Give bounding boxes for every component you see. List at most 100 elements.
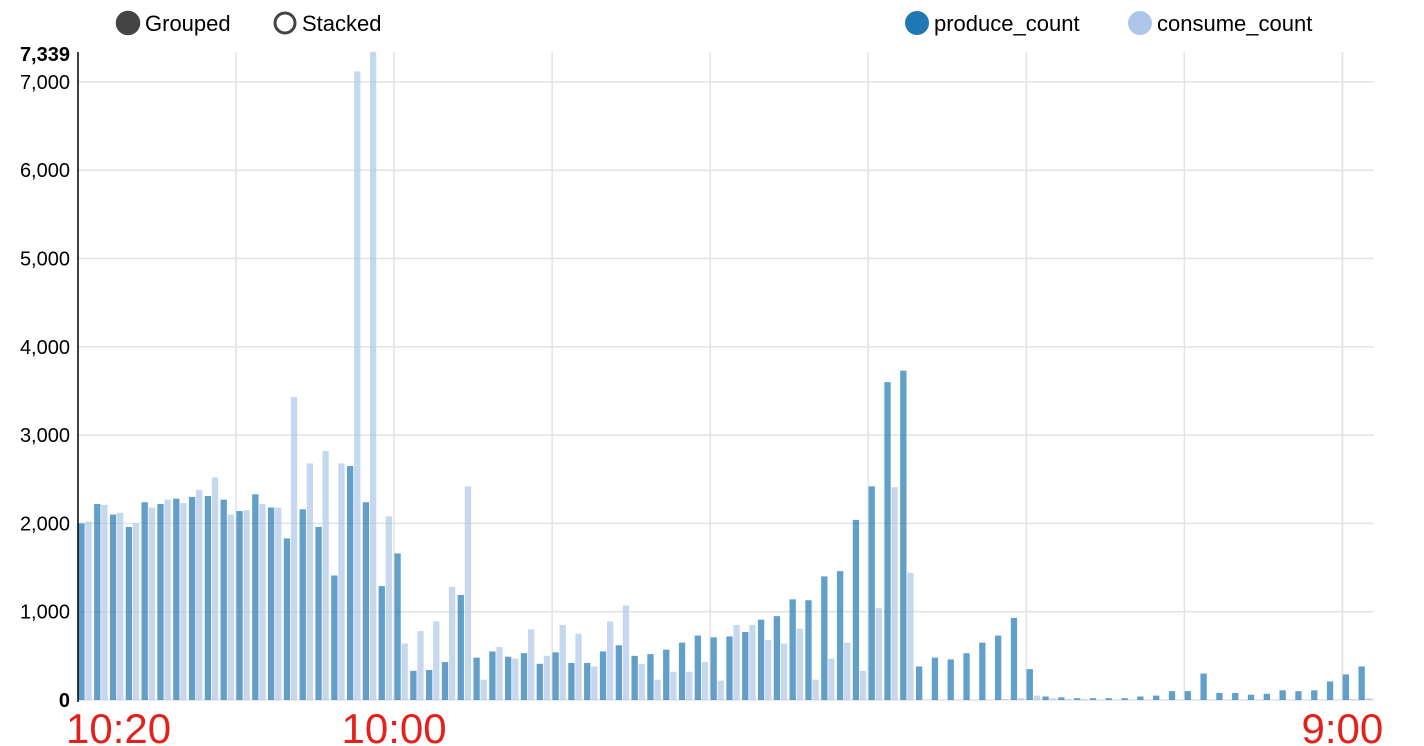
bar-produce[interactable] xyxy=(220,499,227,700)
bar-consume[interactable] xyxy=(164,499,171,700)
bar-consume[interactable] xyxy=(369,52,377,700)
bar-consume[interactable] xyxy=(670,671,677,700)
bar-consume[interactable] xyxy=(591,666,598,700)
bar-consume[interactable] xyxy=(417,631,424,700)
bar-produce[interactable] xyxy=(283,538,291,700)
bar-produce[interactable] xyxy=(631,655,638,700)
bar-consume[interactable] xyxy=(1049,698,1056,700)
bar-produce[interactable] xyxy=(757,619,765,700)
bar-consume[interactable] xyxy=(780,643,788,700)
bar-produce[interactable] xyxy=(78,523,85,700)
bar-produce[interactable] xyxy=(1089,698,1097,700)
bar-consume[interactable] xyxy=(907,572,914,700)
grouped-toggle[interactable]: Grouped xyxy=(115,10,231,36)
bar-produce[interactable] xyxy=(473,657,480,700)
bar-produce[interactable] xyxy=(141,502,148,700)
bar-consume[interactable] xyxy=(290,397,298,700)
bar-produce[interactable] xyxy=(299,509,306,700)
bar-consume[interactable] xyxy=(101,504,108,700)
bar-produce[interactable] xyxy=(1326,681,1334,700)
bar-consume[interactable] xyxy=(559,624,566,700)
bar-consume[interactable] xyxy=(448,586,456,700)
bar-consume[interactable] xyxy=(1033,695,1041,700)
bar-consume[interactable] xyxy=(117,512,124,700)
bar-produce[interactable] xyxy=(1137,696,1144,700)
bar-produce[interactable] xyxy=(995,635,1002,700)
bar-produce[interactable] xyxy=(204,496,212,700)
bar-consume[interactable] xyxy=(480,679,487,700)
bar-consume[interactable] xyxy=(275,507,282,700)
bar-produce[interactable] xyxy=(710,637,717,700)
bar-produce[interactable] xyxy=(915,666,923,700)
bar-produce[interactable] xyxy=(979,642,986,700)
bar-produce[interactable] xyxy=(1074,698,1081,700)
bar-consume[interactable] xyxy=(606,621,614,700)
bar-produce[interactable] xyxy=(157,503,164,700)
bar-produce[interactable] xyxy=(173,498,180,700)
bar-consume[interactable] xyxy=(338,463,345,700)
bar-consume[interactable] xyxy=(875,608,882,700)
bar-consume[interactable] xyxy=(622,605,630,700)
bar-consume[interactable] xyxy=(385,516,393,700)
bar-produce[interactable] xyxy=(552,652,559,700)
bar-produce[interactable] xyxy=(900,370,907,700)
bar-produce[interactable] xyxy=(868,486,875,700)
bar-produce[interactable] xyxy=(236,511,243,700)
bar-consume[interactable] xyxy=(796,628,803,700)
bar-consume[interactable] xyxy=(1017,698,1025,700)
bar-consume[interactable] xyxy=(654,679,661,700)
bar-consume[interactable] xyxy=(322,451,329,700)
bar-consume[interactable] xyxy=(733,624,740,700)
bar-consume[interactable] xyxy=(717,680,724,700)
bar-produce[interactable] xyxy=(457,594,464,700)
bar-consume[interactable] xyxy=(1065,699,1072,700)
bar-produce[interactable] xyxy=(568,662,575,700)
bar-produce[interactable] xyxy=(678,642,686,700)
bar-produce[interactable] xyxy=(252,494,259,700)
bar-produce[interactable] xyxy=(963,653,970,700)
bar-consume[interactable] xyxy=(1081,699,1088,700)
bar-consume[interactable] xyxy=(148,507,155,700)
bar-consume[interactable] xyxy=(527,629,535,700)
bar-produce[interactable] xyxy=(1010,617,1018,700)
bar-produce[interactable] xyxy=(852,519,860,700)
bar-consume[interactable] xyxy=(354,71,361,701)
bar-produce[interactable] xyxy=(347,466,354,700)
bar-produce[interactable] xyxy=(931,657,939,700)
bar-consume[interactable] xyxy=(512,658,519,701)
bar-produce[interactable] xyxy=(1247,694,1255,700)
bar-produce[interactable] xyxy=(1153,695,1160,700)
bar-consume[interactable] xyxy=(749,624,756,700)
bar-produce[interactable] xyxy=(109,514,117,700)
bar-produce[interactable] xyxy=(773,616,781,700)
bar-produce[interactable] xyxy=(426,669,433,700)
bar-consume[interactable] xyxy=(891,487,898,700)
bar-produce[interactable] xyxy=(441,662,449,700)
bar-consume[interactable] xyxy=(686,671,693,700)
bar-produce[interactable] xyxy=(315,526,322,700)
bar-produce[interactable] xyxy=(489,651,496,700)
bar-consume[interactable] xyxy=(259,503,266,700)
bar-consume[interactable] xyxy=(765,639,772,700)
bar-produce[interactable] xyxy=(836,571,844,700)
bar-produce[interactable] xyxy=(362,502,370,700)
bar-produce[interactable] xyxy=(94,503,101,700)
bar-produce[interactable] xyxy=(821,576,828,700)
bar-produce[interactable] xyxy=(647,654,654,700)
bar-consume[interactable] xyxy=(812,679,819,700)
bar-produce[interactable] xyxy=(599,651,607,700)
bar-consume[interactable] xyxy=(844,642,851,700)
bar-produce[interactable] xyxy=(615,645,622,700)
bar-produce[interactable] xyxy=(267,507,275,700)
bar-produce[interactable] xyxy=(789,599,796,700)
legend-item-produce[interactable]: produce_count xyxy=(905,11,1080,36)
bar-consume[interactable] xyxy=(575,633,582,700)
bar-produce[interactable] xyxy=(1105,698,1112,700)
bar-produce[interactable] xyxy=(1311,690,1318,700)
bar-produce[interactable] xyxy=(378,586,385,700)
bar-consume[interactable] xyxy=(196,489,203,700)
bar-produce[interactable] xyxy=(1026,669,1033,700)
legend-item-consume[interactable]: consume_count xyxy=(1128,11,1312,36)
bar-consume[interactable] xyxy=(306,463,314,700)
bar-produce[interactable] xyxy=(331,575,338,701)
